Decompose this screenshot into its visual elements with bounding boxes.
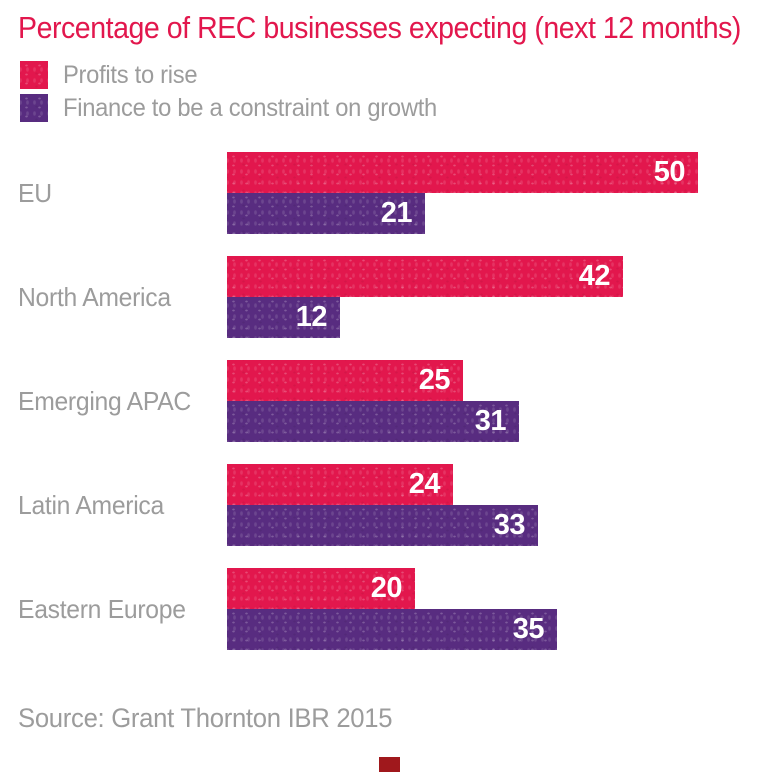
source-text: Source: Grant Thornton IBR 2015: [18, 703, 393, 733]
bar-group: Latin America 24 33: [0, 464, 784, 546]
legend-label-profits: Profits to rise: [63, 60, 198, 89]
value-label: 35: [512, 613, 545, 645]
bar-finance: 21: [227, 193, 425, 234]
legend-label-finance: Finance to be a constraint on growth: [63, 93, 437, 122]
value-label: 42: [578, 260, 611, 292]
red-artifact-mark: [379, 757, 400, 772]
category-label: Eastern Europe: [18, 594, 186, 624]
bar-group: EU 50 21: [0, 152, 784, 234]
bar-profits: 50: [227, 152, 698, 193]
legend-item-profits: Profits to rise: [20, 61, 457, 89]
bar-group: Eastern Europe 20 35: [0, 568, 784, 650]
category-label: North America: [18, 282, 171, 312]
value-label: 33: [493, 509, 526, 541]
value-label: 21: [380, 197, 413, 229]
value-label: 20: [370, 572, 403, 604]
value-label: 50: [653, 156, 686, 188]
bar-finance: 33: [227, 505, 538, 546]
bar-profits: 20: [227, 568, 415, 609]
value-label: 31: [474, 405, 507, 437]
finance-swatch-icon: [20, 94, 48, 122]
category-label: Latin America: [18, 490, 164, 520]
bar-finance: 35: [227, 609, 557, 650]
bar-profits: 25: [227, 360, 463, 401]
bar-group: North America 42 12: [0, 256, 784, 338]
bar-finance: 31: [227, 401, 519, 442]
value-label: 25: [418, 364, 451, 396]
bar-profits: 24: [227, 464, 453, 505]
legend: Profits to rise Finance to be a constrai…: [20, 61, 457, 127]
value-label: 12: [295, 301, 328, 333]
profits-swatch-icon: [20, 61, 48, 89]
chart-title: Percentage of REC businesses expecting (…: [18, 10, 741, 45]
bar-profits: 42: [227, 256, 623, 297]
bar-finance: 12: [227, 297, 340, 338]
legend-item-finance: Finance to be a constraint on growth: [20, 94, 457, 122]
category-label: EU: [18, 178, 52, 208]
category-label: Emerging APAC: [18, 386, 191, 416]
value-label: 24: [408, 468, 441, 500]
bar-group: Emerging APAC 25 31: [0, 360, 784, 442]
